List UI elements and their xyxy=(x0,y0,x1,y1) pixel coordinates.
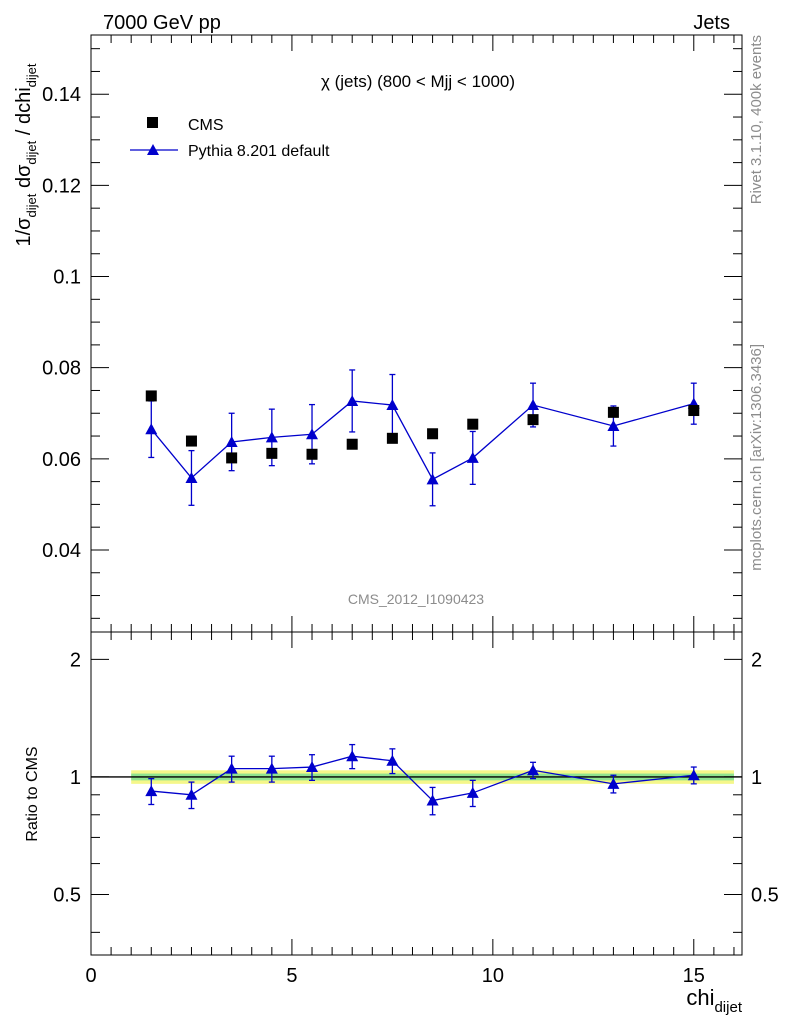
data-point-pythia xyxy=(265,431,278,443)
x-axis-label: chidijet xyxy=(686,985,742,1016)
ratio-point-pythia xyxy=(466,786,479,798)
ratio-point-pythia xyxy=(527,764,540,776)
data-point-pythia xyxy=(145,423,158,435)
main-plot: 0.04 0.06 0.08 0.1 0.12 0.14 χ (jets) (800 < … xyxy=(13,34,743,633)
y-tick-label: 0.06 xyxy=(42,449,81,471)
data-point-pythia xyxy=(466,451,479,463)
data-point-cms xyxy=(266,447,278,459)
series-line-pythia xyxy=(150,400,694,481)
ratio-y-tick-label: 2 xyxy=(70,649,81,671)
header-jets: Jets xyxy=(693,12,730,34)
ratio-y-tick-label-right: 0.5 xyxy=(751,885,779,907)
x-tick-label: 0 xyxy=(85,965,96,987)
mcplots-label: mcplots.cern.ch [arXiv:1306.3436] xyxy=(748,344,765,571)
main-y-axis-label: 1/σdijet dσdijet / dchidijet xyxy=(13,63,39,246)
data-point-pythia xyxy=(185,471,198,483)
data-point-pythia xyxy=(426,473,439,485)
legend-marker-cms xyxy=(147,117,158,128)
ratio-point-pythia xyxy=(306,761,319,773)
data-point-pythia xyxy=(346,394,359,406)
ratio-point-pythia xyxy=(386,754,399,766)
ratio-line-pythia xyxy=(151,755,694,802)
data-point-cms xyxy=(346,438,358,450)
main-ticks: 0.04 0.06 0.08 0.1 0.12 0.14 xyxy=(42,35,742,632)
ratio-y-axis-label: Ratio to CMS xyxy=(24,746,41,841)
data-point-pythia xyxy=(225,435,238,447)
data-point-pythia xyxy=(527,399,540,411)
ratio-point-pythia xyxy=(346,750,359,762)
ratio-point-pythia xyxy=(687,769,700,781)
data-point-cms xyxy=(467,418,479,430)
ratio-ticks: 0.5 0.5 1 1 2 2 0 5 10 15 xyxy=(53,632,779,987)
ratio-y-tick-label: 0.5 xyxy=(53,885,81,907)
ratio-point-pythia xyxy=(145,785,158,797)
data-point-cms xyxy=(226,452,238,464)
data-point-pythia xyxy=(306,428,319,440)
x-tick-label: 15 xyxy=(683,965,705,987)
chart-title: χ (jets) (800 < Mjj < 1000) xyxy=(321,72,515,91)
data-point-pythia xyxy=(386,399,399,411)
y-tick-label: 0.14 xyxy=(42,84,81,106)
ratio-frame xyxy=(90,631,743,956)
data-point-cms xyxy=(145,390,157,402)
legend-label-pythia: Pythia 8.201 default xyxy=(188,143,330,160)
legend: CMS Pythia 8.201 default xyxy=(130,117,330,160)
header-energy: 7000 GeV pp xyxy=(103,12,221,34)
ratio-point-pythia xyxy=(426,794,439,806)
ratio-y-tick-label-right: 1 xyxy=(751,767,762,789)
legend-marker-pythia xyxy=(147,144,159,155)
data-point-cms xyxy=(427,428,439,440)
ratio-y-tick-label: 1 xyxy=(70,767,81,789)
data-point-cms xyxy=(306,448,318,460)
x-tick-label: 10 xyxy=(482,965,504,987)
data-point-pythia xyxy=(607,420,620,432)
ratio-point-pythia xyxy=(185,788,198,800)
data-point-cms xyxy=(688,405,700,417)
ratio-series xyxy=(145,743,700,816)
data-point-cms xyxy=(527,414,539,426)
ratio-point-pythia xyxy=(265,762,278,774)
ratio-y-tick-label-right: 2 xyxy=(751,649,762,671)
legend-label-cms: CMS xyxy=(188,117,224,134)
data-point-cms xyxy=(607,406,619,418)
data-point-cms xyxy=(185,435,197,447)
data-point-cms xyxy=(386,432,398,444)
y-tick-label: 0.04 xyxy=(42,540,81,562)
ratio-plot: 0.5 0.5 1 1 2 2 0 5 10 15 Ratio to CMS chidijet xyxy=(24,631,779,1016)
y-tick-label: 0.1 xyxy=(53,267,81,289)
ratio-point-pythia xyxy=(607,777,620,789)
ratio-point-pythia xyxy=(225,762,238,774)
main-series xyxy=(145,369,700,507)
x-tick-label: 5 xyxy=(286,965,297,987)
watermark: CMS_2012_I1090423 xyxy=(348,591,484,607)
ratio-band xyxy=(91,770,742,784)
y-tick-label: 0.12 xyxy=(42,175,81,197)
y-tick-label: 0.08 xyxy=(42,358,81,380)
rivet-label: Rivet 3.1.10, 400k events xyxy=(748,35,765,204)
